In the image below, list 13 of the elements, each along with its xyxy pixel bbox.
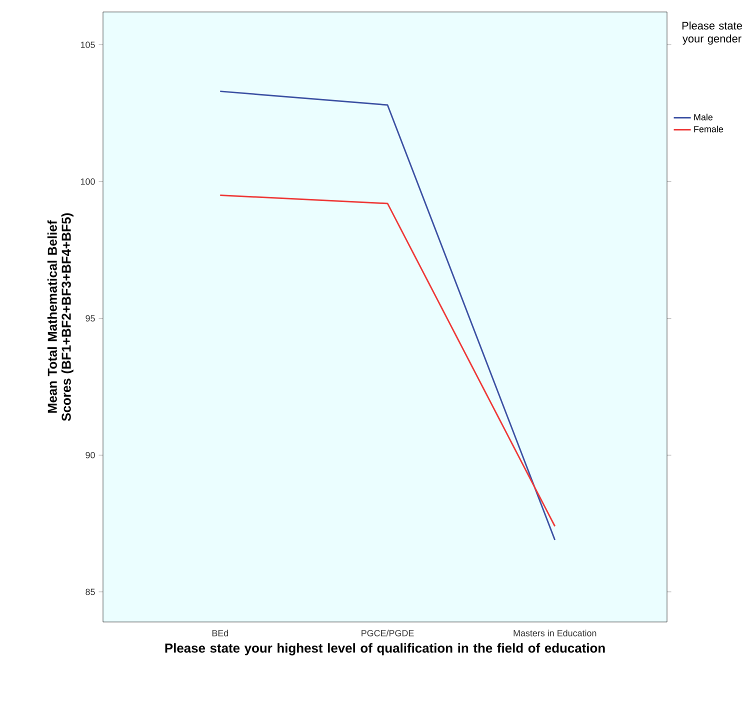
- legend-label: Male: [694, 114, 713, 120]
- x-axis-title: Please state your highest level of qualification in the field of education: [165, 643, 605, 656]
- legend-title: Please state your gender: [682, 22, 742, 45]
- y-tick-label: 85: [86, 588, 95, 596]
- x-tick-label: Masters in Education: [514, 630, 596, 636]
- y-axis-title: Mean Total Mathematical Belief Scores (BF1+BF2+BF3+BF4+BF5): [47, 213, 74, 421]
- y-tick-label: 95: [86, 315, 95, 322]
- x-tick-label: PGCE/PGDE: [362, 630, 414, 636]
- x-tick-label: BEd: [212, 630, 228, 636]
- legend-label: Female: [694, 126, 724, 132]
- y-tick-label: 100: [80, 178, 95, 185]
- y-tick-label: 90: [86, 452, 95, 458]
- y-tick-label: 105: [80, 42, 95, 48]
